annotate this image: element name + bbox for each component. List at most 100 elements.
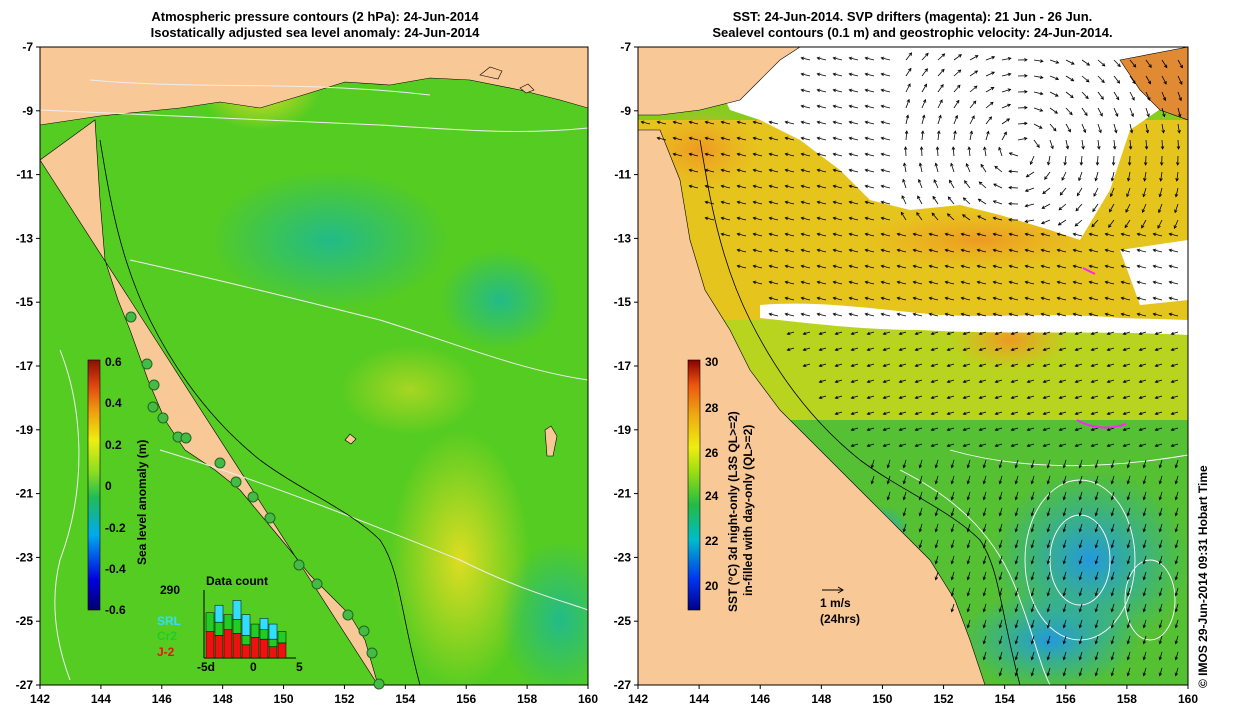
velocity-arrowhead: [1094, 640, 1099, 645]
velocity-arrow: [1123, 443, 1131, 447]
velocity-arrowhead: [1126, 177, 1131, 182]
velocity-arrowhead: [974, 70, 979, 74]
velocity-arrow: [983, 587, 987, 596]
velocity-arrow: [969, 100, 977, 109]
velocity-arrow: [883, 411, 891, 415]
velocity-arrowhead: [1026, 347, 1031, 352]
velocity-arrow: [1173, 219, 1179, 229]
velocity-arrowhead: [688, 184, 693, 189]
velocity-arrow: [902, 179, 907, 189]
velocity-arrow: [817, 169, 827, 173]
velocity-arrow: [705, 137, 715, 141]
lat-tick-label: -9: [22, 104, 33, 118]
velocity-arrow: [883, 395, 891, 399]
velocity-arrowhead: [736, 248, 741, 253]
velocity-arrow: [881, 217, 891, 221]
velocity-arrow: [961, 233, 971, 237]
velocity-arrow: [979, 379, 987, 383]
velocity-arrow: [913, 233, 923, 237]
velocity-arrow: [917, 195, 923, 205]
velocity-arrow: [769, 249, 779, 253]
velocity-arrowhead: [1088, 312, 1093, 317]
velocity-arrow: [1031, 459, 1035, 468]
velocity-arrow: [883, 379, 891, 383]
velocity-arrowhead: [992, 248, 997, 253]
velocity-arrow: [1064, 155, 1067, 165]
velocity-arrowhead: [1136, 264, 1141, 269]
velocity-arrowhead: [834, 347, 839, 352]
velocity-arrow: [993, 313, 1003, 317]
velocity-arrow: [1143, 587, 1147, 596]
velocity-arrow: [949, 180, 955, 189]
velocity-arrow: [947, 347, 955, 351]
velocity-arrow: [1111, 651, 1115, 660]
velocity-arrow: [1015, 603, 1019, 612]
velocity-arrowhead: [1126, 480, 1131, 485]
velocity-arrowhead: [864, 120, 869, 125]
velocity-arrow: [1095, 539, 1099, 548]
velocity-arrowhead: [966, 528, 971, 533]
velocity-arrowhead: [994, 443, 999, 448]
velocity-arrowhead: [1174, 624, 1179, 629]
velocity-arrow: [785, 217, 795, 221]
velocity-arrow: [999, 491, 1003, 500]
velocity-arrow: [1145, 59, 1152, 68]
velocity-arrowhead: [752, 248, 757, 253]
velocity-arrowhead: [1158, 480, 1163, 485]
velocity-arrowhead: [1158, 624, 1163, 629]
velocity-arrowhead: [1108, 224, 1112, 228]
velocity-arrowhead: [736, 168, 741, 173]
data-count-bar-srl: [259, 618, 269, 630]
velocity-arrowhead: [1014, 560, 1019, 565]
velocity-arrow: [919, 459, 923, 468]
velocity-arrowhead: [947, 196, 952, 201]
velocity-arrow: [737, 217, 747, 221]
velocity-arrow: [769, 185, 779, 189]
velocity-arrow: [1123, 331, 1131, 335]
velocity-arrow: [905, 83, 911, 93]
velocity-arrow: [1033, 75, 1043, 79]
velocity-arrow: [1111, 667, 1115, 676]
velocity-arrowhead: [1014, 672, 1019, 677]
velocity-arrowhead: [982, 464, 987, 469]
velocity-arrowhead: [1090, 331, 1095, 336]
velocity-arrow: [1047, 539, 1051, 548]
right-land-ne: [1119, 47, 1188, 121]
velocity-arrow: [947, 379, 955, 383]
velocity-arrowhead: [1109, 193, 1114, 198]
velocity-arrowhead: [912, 232, 917, 237]
velocity-arrowhead: [832, 120, 837, 125]
velocity-arrowhead: [1110, 624, 1115, 629]
velocity-arrow: [1159, 507, 1163, 516]
velocity-arrowhead: [982, 624, 987, 629]
velocity-arrowhead: [850, 443, 855, 448]
velocity-arrow: [1121, 281, 1131, 285]
velocity-arrow: [1059, 331, 1067, 335]
velocity-arrowhead: [818, 363, 823, 368]
velocity-arrow: [1143, 555, 1147, 564]
left-title-line1: Atmospheric pressure contours (2 hPa): 2…: [151, 9, 479, 24]
velocity-arrowhead: [848, 184, 853, 189]
velocity-arrowhead: [944, 248, 949, 253]
velocity-arrowhead: [978, 395, 983, 400]
velocity-arrow: [995, 347, 1003, 351]
velocity-arrowhead: [832, 152, 837, 157]
velocity-arrow: [1027, 363, 1035, 367]
velocity-arrow: [1075, 379, 1083, 383]
velocity-arrowhead: [816, 296, 821, 301]
velocity-arrowhead: [1099, 112, 1103, 117]
velocity-arrowhead: [896, 264, 901, 269]
velocity-arrowhead: [988, 116, 992, 120]
velocity-arrowhead: [954, 114, 959, 119]
velocity-arrow: [962, 214, 971, 221]
velocity-arrowhead: [848, 104, 853, 109]
velocity-arrow: [881, 265, 891, 269]
velocity-arrow: [969, 55, 979, 61]
velocity-arrow: [689, 169, 699, 173]
velocity-arrow: [1155, 331, 1163, 335]
velocity-arrow: [883, 443, 891, 447]
velocity-arrowhead: [1026, 363, 1031, 368]
velocity-arrow: [947, 395, 955, 399]
velocity-arrow: [979, 411, 987, 415]
data-count-bar-j2: [277, 642, 287, 659]
